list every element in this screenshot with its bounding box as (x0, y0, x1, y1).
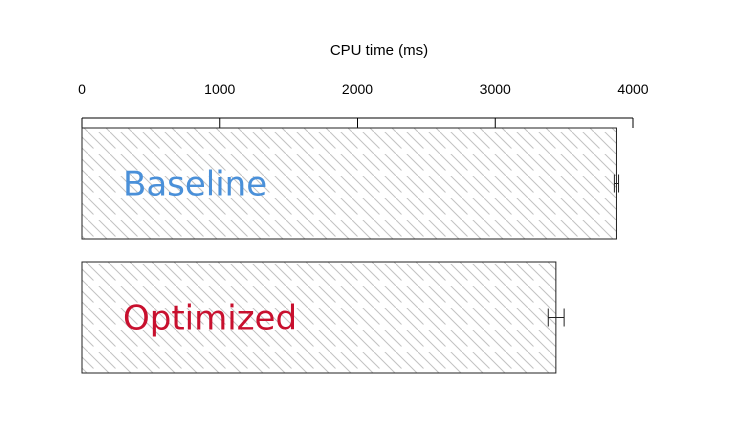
bars-group: Baseline Optimized (81, 127, 620, 374)
x-tick-label: 0 (78, 81, 86, 97)
x-axis-title: CPU time (ms) (330, 42, 428, 59)
x-tick-label: 2000 (342, 81, 373, 97)
x-axis: 0 1000 2000 3000 4000 (78, 81, 649, 128)
bar (81, 127, 617, 240)
x-tick-label: 4000 (617, 81, 648, 97)
bar-label: Optimized (123, 299, 297, 339)
bar-label: Baseline (123, 165, 267, 205)
x-tick-label: 1000 (204, 81, 235, 97)
bar (81, 261, 557, 374)
x-tick-label: 3000 (480, 81, 511, 97)
